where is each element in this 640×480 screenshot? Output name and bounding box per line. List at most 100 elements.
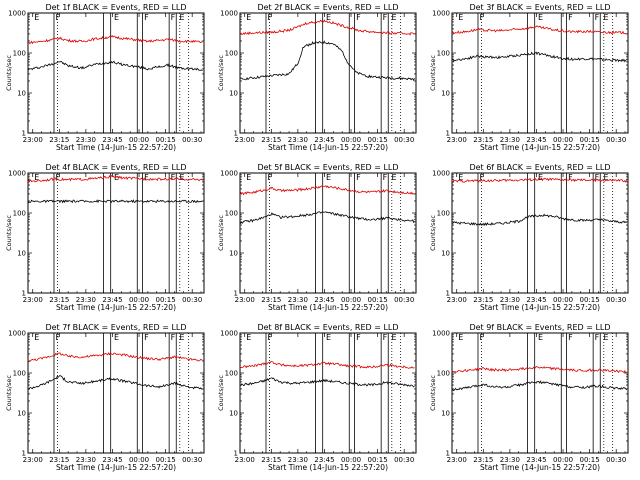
y-tick-label: 100 bbox=[225, 50, 238, 58]
y-axis-label: Counts/sec bbox=[429, 55, 437, 91]
y-tick-label: 10 bbox=[229, 90, 238, 98]
y-tick-label: 1 bbox=[22, 450, 26, 458]
y-tick-label: 100 bbox=[225, 210, 238, 218]
chart-panel: Det 5f BLACK = Events, RED = LLD 1 10 100 10… bbox=[217, 163, 417, 312]
x-axis-label: Start Time (14-Jun-15 22:57:20) bbox=[56, 303, 176, 312]
x-tick-label: 23:00 bbox=[235, 456, 255, 464]
x-tick-label: 00:30 bbox=[182, 296, 202, 304]
x-tick-label: 23:15 bbox=[473, 136, 493, 144]
flag-label: E bbox=[180, 173, 185, 182]
y-tick-label: 100 bbox=[437, 50, 450, 58]
y-tick-label: 1 bbox=[446, 450, 450, 458]
x-axis-label: Start Time (14-Jun-15 22:57:20) bbox=[480, 143, 600, 152]
y-tick-label: 1000 bbox=[432, 330, 450, 338]
y-tick-label: 10 bbox=[17, 250, 26, 258]
flag-label: F bbox=[171, 13, 176, 22]
series-events-line bbox=[27, 199, 203, 204]
flag-label: E bbox=[392, 173, 397, 182]
chart-panel: Det 8f BLACK = Events, RED = LLD 1 10 100 10… bbox=[217, 323, 417, 472]
x-tick-label: 00:15 bbox=[368, 456, 388, 464]
x-tick-label: 23:45 bbox=[314, 296, 334, 304]
y-tick-label: 1 bbox=[446, 130, 450, 138]
flag-label: E bbox=[114, 333, 119, 342]
x-tick-label: 23:15 bbox=[49, 296, 69, 304]
x-tick-label: 23:00 bbox=[447, 456, 467, 464]
y-axis-label: Counts/sec bbox=[217, 375, 225, 411]
flag-label: E bbox=[326, 333, 331, 342]
y-tick-label: 1000 bbox=[220, 10, 238, 18]
series-events-line bbox=[451, 213, 627, 227]
x-tick-label: 00:30 bbox=[182, 136, 202, 144]
x-tick-label: 23:15 bbox=[261, 296, 281, 304]
x-tick-label: 23:30 bbox=[76, 296, 96, 304]
axes-frame bbox=[451, 172, 629, 294]
chart-title: Det 7f BLACK = Events, RED = LLD bbox=[45, 323, 186, 332]
flag-label: F bbox=[568, 173, 573, 182]
flag-label: F bbox=[267, 173, 272, 182]
x-axis-label: Start Time (14-Jun-15 22:57:20) bbox=[56, 143, 176, 152]
x-tick-label: 23:30 bbox=[288, 136, 308, 144]
x-tick-label: 00:00 bbox=[341, 296, 361, 304]
y-tick-label: 1000 bbox=[220, 170, 238, 178]
y-tick-label: 10 bbox=[17, 410, 26, 418]
x-axis-label: Start Time (14-Jun-15 22:57:20) bbox=[480, 303, 600, 312]
x-tick-label: 00:00 bbox=[129, 296, 149, 304]
chart-panel: Det 9f BLACK = Events, RED = LLD 1 10 100 10… bbox=[429, 323, 629, 472]
x-axis-label: Start Time (14-Jun-15 22:57:20) bbox=[268, 463, 388, 472]
x-tick-label: 00:15 bbox=[156, 456, 176, 464]
y-tick-label: 1 bbox=[234, 130, 238, 138]
y-tick-label: 1000 bbox=[8, 10, 26, 18]
y-tick-label: 10 bbox=[229, 410, 238, 418]
flag-label: E bbox=[246, 333, 251, 342]
y-tick-label: 10 bbox=[17, 90, 26, 98]
x-tick-label: 23:15 bbox=[261, 456, 281, 464]
x-tick-label: 00:15 bbox=[368, 296, 388, 304]
axes-frame bbox=[451, 332, 629, 454]
y-axis-label: Counts/sec bbox=[429, 375, 437, 411]
flag-label: E bbox=[538, 333, 543, 342]
x-tick-label: 23:15 bbox=[49, 136, 69, 144]
flag-label: F bbox=[479, 13, 484, 22]
flag-label: E bbox=[114, 13, 119, 22]
y-tick-label: 10 bbox=[441, 90, 450, 98]
flag-label: E bbox=[246, 173, 251, 182]
x-tick-label: 00:15 bbox=[580, 136, 600, 144]
x-tick-label: 23:45 bbox=[102, 296, 122, 304]
flag-label: F bbox=[383, 173, 388, 182]
flag-label: E bbox=[604, 13, 609, 22]
y-tick-label: 100 bbox=[13, 370, 26, 378]
flag-label: F bbox=[144, 333, 149, 342]
y-axis-label: Counts/sec bbox=[5, 55, 13, 91]
series-lld-line bbox=[239, 19, 415, 36]
x-tick-label: 00:00 bbox=[129, 456, 149, 464]
y-tick-label: 1 bbox=[234, 450, 238, 458]
y-tick-label: 100 bbox=[437, 370, 450, 378]
chart-title: Det 9f BLACK = Events, RED = LLD bbox=[469, 323, 610, 332]
series-lld-line bbox=[27, 35, 203, 45]
x-tick-label: 23:30 bbox=[500, 456, 520, 464]
series-events-line bbox=[27, 375, 203, 390]
chart-title: Det 5f BLACK = Events, RED = LLD bbox=[257, 163, 398, 172]
x-tick-label: 00:15 bbox=[580, 456, 600, 464]
flag-label: E bbox=[392, 333, 397, 342]
y-axis-label: Counts/sec bbox=[5, 215, 13, 251]
y-tick-label: 100 bbox=[225, 370, 238, 378]
x-tick-label: 23:00 bbox=[23, 456, 43, 464]
flag-label: F bbox=[144, 173, 149, 182]
flag-label: E bbox=[538, 13, 543, 22]
series-lld-line bbox=[451, 177, 627, 184]
flag-label: F bbox=[171, 173, 176, 182]
flag-label: E bbox=[392, 13, 397, 22]
y-tick-label: 1 bbox=[22, 290, 26, 298]
y-tick-label: 1 bbox=[446, 290, 450, 298]
y-tick-label: 10 bbox=[441, 410, 450, 418]
y-tick-label: 10 bbox=[229, 250, 238, 258]
flag-label: F bbox=[595, 173, 600, 182]
flag-label: E bbox=[34, 13, 39, 22]
x-tick-label: 23:45 bbox=[526, 456, 546, 464]
series-events-line bbox=[239, 211, 415, 224]
flag-label: E bbox=[34, 333, 39, 342]
series-events-line bbox=[240, 40, 415, 82]
flag-label: F bbox=[356, 333, 361, 342]
flag-label: F bbox=[171, 333, 176, 342]
